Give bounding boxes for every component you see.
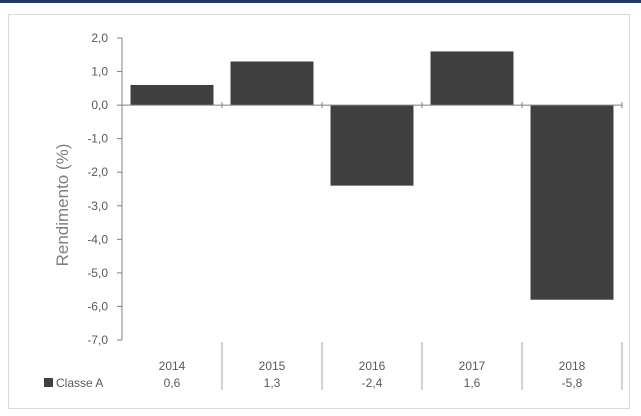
bar-2016 (330, 105, 414, 186)
y-tick-label: -7,0 (87, 333, 108, 347)
y-tick-label: -3,0 (87, 199, 108, 213)
bar-2018 (530, 105, 614, 300)
data-label: -2,4 (362, 376, 383, 390)
y-tick-label: 1,0 (91, 65, 108, 79)
bar-2015 (230, 61, 314, 106)
category-label: 2015 (259, 359, 286, 373)
category-label: 2017 (459, 359, 486, 373)
chart-frame (8, 14, 630, 409)
data-label: 1,3 (264, 376, 281, 390)
y-axis-label: Rendimento (%) (53, 144, 72, 267)
header-accent-rule (0, 0, 641, 3)
category-label: 2016 (359, 359, 386, 373)
legend-swatch (44, 378, 53, 387)
category-label: 2014 (159, 359, 186, 373)
y-tick-label: -4,0 (87, 232, 108, 246)
y-tick-label: -6,0 (87, 299, 108, 313)
data-label: 0,6 (164, 376, 181, 390)
category-label: 2018 (559, 359, 586, 373)
y-tick-label: -1,0 (87, 132, 108, 146)
y-tick-label: 0,0 (91, 98, 108, 112)
data-label: 1,6 (464, 376, 481, 390)
legend-label: Classe A (56, 376, 103, 390)
y-tick-label: -5,0 (87, 266, 108, 280)
data-label: -5,8 (562, 376, 583, 390)
bar-2017 (430, 51, 514, 106)
y-tick-label: 2,0 (91, 31, 108, 45)
y-tick-label: -2,0 (87, 165, 108, 179)
bar-2014 (130, 84, 214, 106)
